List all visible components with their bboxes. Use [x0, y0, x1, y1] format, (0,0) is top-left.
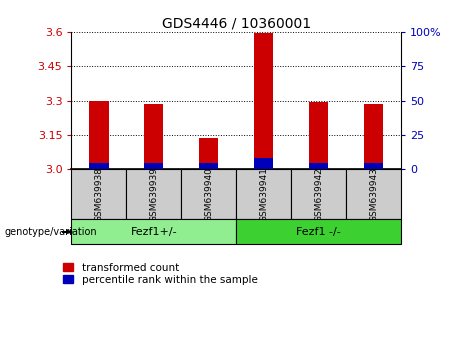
Text: GSM639938: GSM639938	[95, 167, 103, 222]
Text: Fezf1 -/-: Fezf1 -/-	[296, 227, 341, 237]
Text: Fezf1+/-: Fezf1+/-	[130, 227, 177, 237]
Bar	[364, 104, 383, 170]
Legend: transformed count, percentile rank within the sample: transformed count, percentile rank withi…	[63, 263, 257, 285]
Bar	[309, 102, 328, 170]
Bar	[144, 104, 164, 170]
Bar	[126, 170, 181, 219]
Bar	[291, 170, 346, 219]
Bar	[254, 159, 273, 170]
Bar	[71, 170, 126, 219]
Bar	[181, 170, 236, 219]
Bar	[144, 162, 164, 170]
Bar	[89, 101, 108, 170]
Title: GDS4446 / 10360001: GDS4446 / 10360001	[162, 17, 311, 31]
Bar	[71, 219, 236, 244]
Bar	[309, 162, 328, 170]
Bar	[254, 33, 273, 170]
Text: GSM639940: GSM639940	[204, 167, 213, 222]
Bar	[364, 162, 383, 170]
Text: GSM639941: GSM639941	[259, 167, 268, 222]
Bar	[346, 170, 401, 219]
Text: GSM639942: GSM639942	[314, 167, 323, 222]
Text: GSM639943: GSM639943	[369, 167, 378, 222]
Bar	[89, 162, 108, 170]
Bar	[199, 162, 219, 170]
Bar	[199, 138, 219, 170]
Text: genotype/variation: genotype/variation	[5, 227, 97, 237]
Text: GSM639939: GSM639939	[149, 167, 159, 222]
Bar	[236, 219, 401, 244]
Bar	[236, 170, 291, 219]
